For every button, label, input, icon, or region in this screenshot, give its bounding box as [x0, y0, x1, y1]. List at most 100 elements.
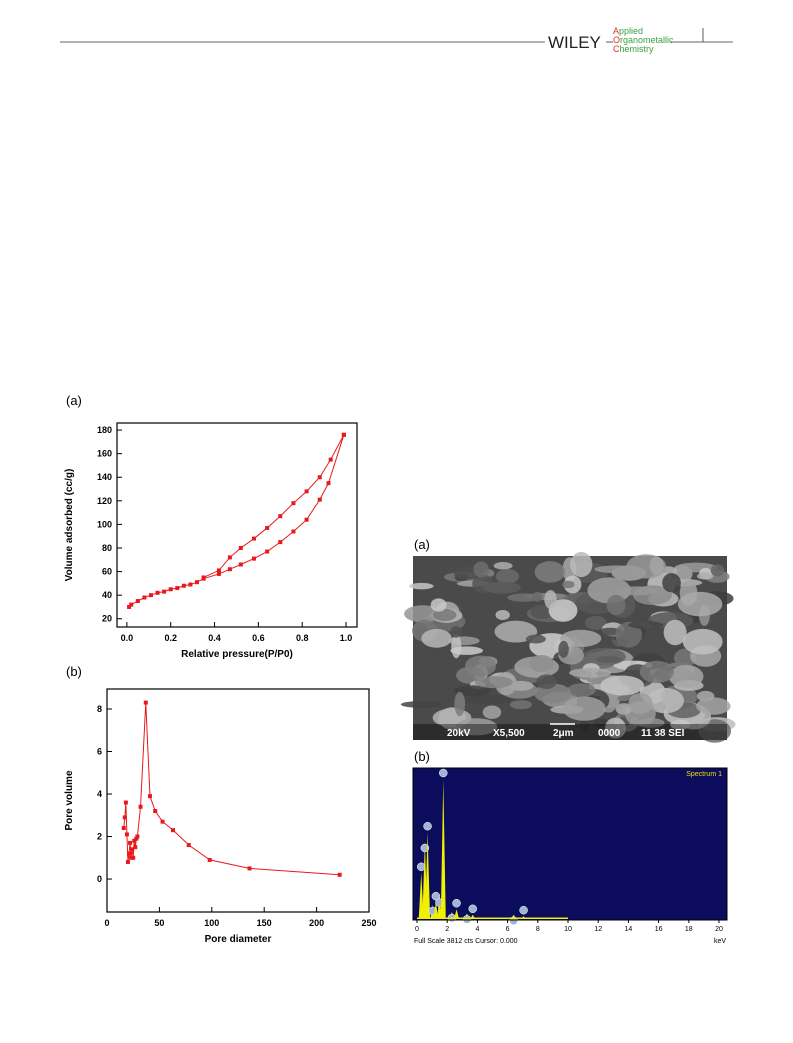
y-tick-label: 4 — [97, 789, 102, 799]
x-tick-label: 250 — [361, 918, 376, 928]
grain — [558, 640, 569, 658]
y-tick-label: 6 — [97, 746, 102, 756]
x-tick-label: 20 — [715, 926, 723, 933]
x-tick-label: 2 — [445, 926, 449, 933]
x-tick-label: 6 — [506, 926, 510, 933]
panel-label: (a) — [66, 393, 82, 408]
grain — [617, 638, 628, 647]
y-tick-label: 100 — [97, 519, 112, 529]
x-tick-label: 14 — [625, 926, 633, 933]
grain — [663, 619, 687, 646]
grain — [467, 695, 513, 705]
peak — [425, 832, 431, 919]
grain — [530, 604, 554, 619]
y-tick-label: 80 — [102, 543, 112, 553]
series-line — [123, 702, 340, 876]
data-point — [216, 568, 221, 573]
grain — [493, 562, 513, 570]
grain — [404, 605, 442, 623]
grain — [710, 564, 725, 577]
grain — [509, 700, 532, 710]
grain — [433, 608, 457, 622]
data-point — [155, 590, 160, 595]
data-point — [265, 549, 270, 554]
spectrum-footer: Full Scale 3812 cts Cursor: 0.000 — [414, 938, 518, 945]
data-point — [304, 517, 309, 522]
data-point — [291, 501, 296, 506]
grain — [548, 599, 578, 622]
data-point — [123, 800, 128, 805]
grain — [567, 683, 596, 698]
grain — [682, 628, 723, 655]
peak-marker — [462, 915, 472, 924]
x-tick-label: 0 — [104, 918, 109, 928]
grain — [628, 621, 664, 629]
grain — [534, 561, 566, 583]
data-point — [201, 575, 206, 580]
x-tick-label: 0.8 — [296, 633, 309, 643]
grain — [594, 565, 639, 574]
data-point — [148, 593, 153, 598]
grain — [662, 573, 681, 593]
x-tick-label: 1.0 — [340, 633, 353, 643]
data-point — [207, 857, 212, 862]
data-point — [238, 545, 243, 550]
peak-marker — [439, 768, 448, 778]
grain — [595, 656, 622, 663]
baseline-noise — [417, 917, 568, 919]
series-line — [203, 434, 345, 578]
grain — [600, 675, 645, 696]
data-point — [125, 860, 130, 865]
data-point — [134, 836, 139, 841]
data-point — [124, 832, 129, 837]
y-tick-label: 180 — [97, 425, 112, 435]
data-point — [132, 838, 137, 843]
grain — [696, 697, 731, 715]
grain — [495, 609, 510, 620]
grain — [532, 591, 543, 603]
data-point — [251, 556, 256, 561]
data-point — [181, 583, 186, 588]
grain — [670, 719, 691, 730]
data-point — [326, 481, 331, 486]
grain — [605, 717, 627, 739]
grain — [430, 598, 447, 612]
plot-frame — [106, 688, 370, 913]
grain — [615, 586, 658, 596]
grain — [494, 620, 538, 643]
data-point — [160, 819, 165, 824]
grain — [562, 696, 606, 721]
y-tick-label: 40 — [102, 590, 112, 600]
spectrum-title: Spectrum 1 — [686, 771, 722, 778]
data-point — [317, 497, 322, 502]
data-point — [251, 536, 256, 541]
micrograph-label: 2μm — [553, 728, 574, 739]
data-point — [186, 843, 191, 848]
grain — [400, 700, 443, 708]
x-tick-label: 0.6 — [252, 633, 265, 643]
micrograph-label: X5,500 — [493, 728, 525, 739]
data-point — [135, 834, 140, 839]
grain — [649, 556, 664, 575]
data-point — [291, 529, 296, 534]
x-tick-label: 12 — [594, 926, 602, 933]
peak — [418, 872, 424, 919]
data-point — [238, 562, 243, 567]
grain — [453, 685, 492, 697]
plot-frame — [116, 422, 358, 628]
peak — [436, 896, 442, 919]
x-axis-label: Relative pressure(P/P0) — [181, 649, 293, 660]
x-tick-label: 8 — [536, 926, 540, 933]
data-point — [171, 828, 176, 833]
grain — [454, 691, 466, 717]
y-tick-label: 0 — [97, 874, 102, 884]
grain — [584, 615, 607, 630]
data-point — [129, 855, 134, 860]
data-point — [142, 595, 147, 600]
grain — [562, 580, 575, 589]
peak — [454, 909, 460, 919]
grain — [615, 703, 633, 715]
grain — [668, 665, 704, 688]
x-tick-label: 10 — [564, 926, 572, 933]
x-tick-label: 18 — [685, 926, 693, 933]
